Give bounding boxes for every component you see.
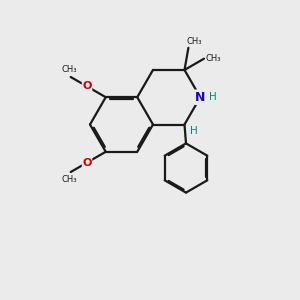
Text: CH₃: CH₃ (206, 54, 221, 63)
Text: CH₃: CH₃ (61, 175, 77, 184)
Text: N: N (195, 91, 206, 104)
Text: CH₃: CH₃ (61, 65, 77, 74)
Text: O: O (82, 158, 92, 168)
Text: H: H (190, 126, 198, 136)
Text: H: H (209, 92, 216, 102)
Text: CH₃: CH₃ (187, 37, 203, 46)
Text: O: O (82, 81, 92, 92)
